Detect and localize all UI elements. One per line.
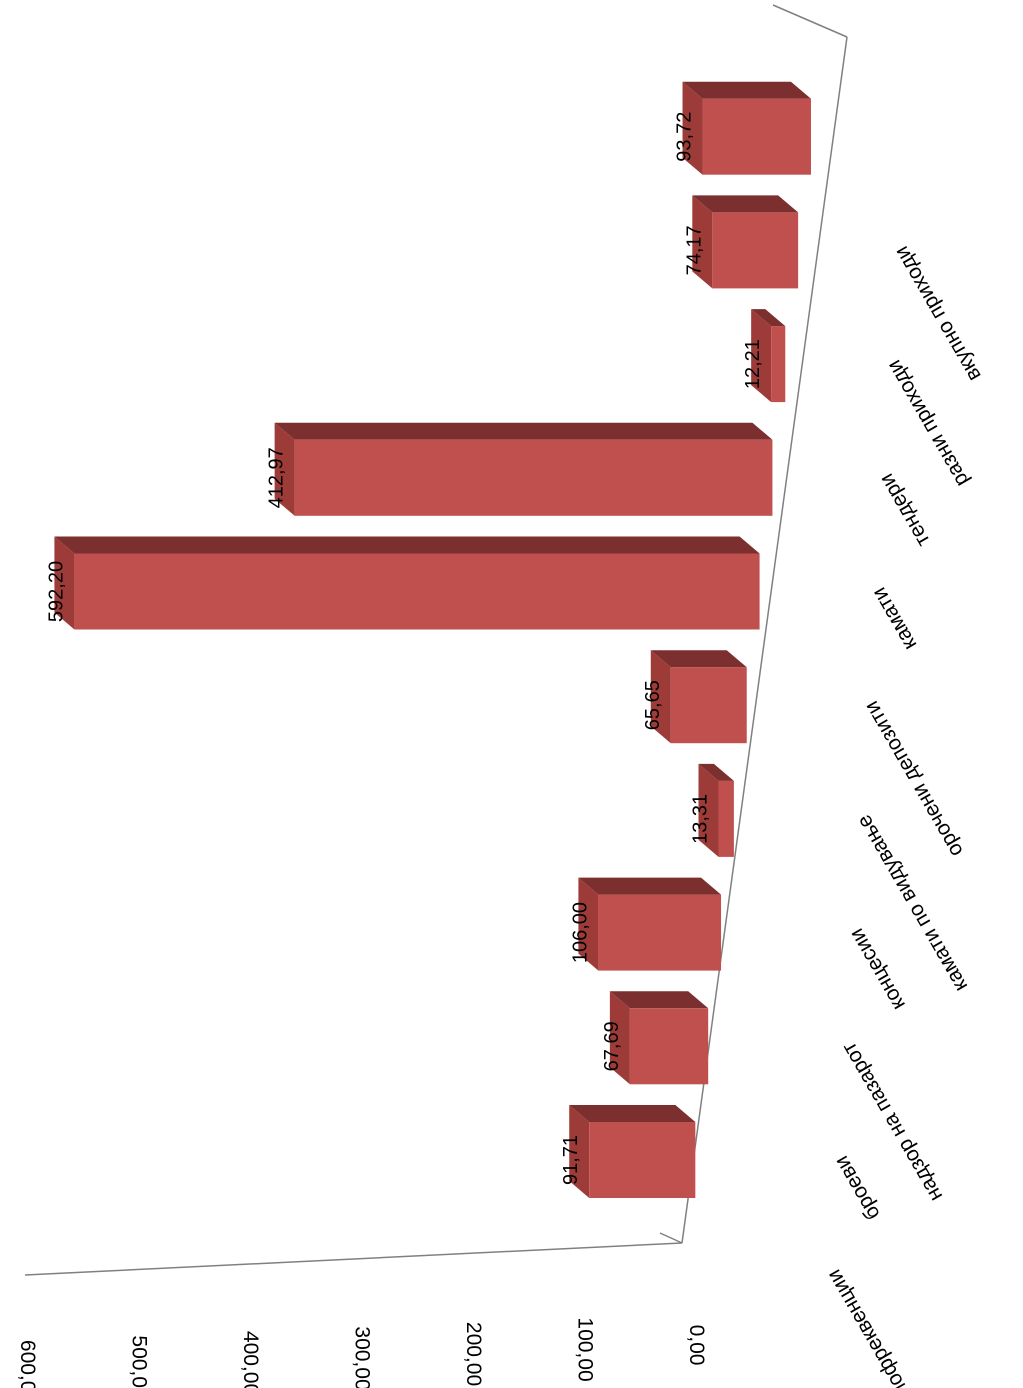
bar: [569, 1105, 696, 1198]
bar-end-face: [609, 991, 630, 1085]
bar-end-face: [698, 763, 719, 857]
bar-front-face: [589, 1122, 696, 1198]
y-tick-label: 200,00: [462, 1322, 485, 1386]
bar-top-face: [274, 422, 773, 440]
bar: [578, 877, 722, 971]
bar-top-face: [751, 309, 786, 327]
y-tick-label: 0,00: [685, 1325, 708, 1366]
category-label: камати: [867, 583, 921, 654]
bar-front-face: [670, 667, 747, 744]
data-label: 592,20: [45, 561, 67, 622]
data-label: 65,65: [642, 680, 664, 730]
bar-front-face: [598, 894, 722, 971]
floor-front-edge: [659, 1232, 683, 1244]
bar: [692, 195, 799, 289]
y-tick-label: 100,00: [574, 1317, 597, 1381]
data-label: 93,72: [674, 112, 696, 162]
bar-series: [54, 81, 811, 1198]
value-axis-ticks: 0,00 100,00 200,00 300,00 400,00 500,00 600,00: [16, 1317, 708, 1388]
bar-end-face: [578, 877, 599, 971]
bar-end-face: [692, 195, 713, 289]
back-wall-bottom-edge: [681, 36, 848, 1244]
y-tick-label: 400,00: [239, 1331, 262, 1388]
category-label: концесии: [845, 924, 910, 1014]
data-label: 67,69: [601, 1021, 623, 1071]
y-tick-label: 600,00: [16, 1340, 39, 1388]
category-label: тендери: [875, 470, 935, 551]
bar-top-face: [569, 1105, 696, 1122]
bar: [698, 763, 734, 857]
bar-end-face: [751, 309, 772, 403]
bar-end-face: [682, 81, 703, 175]
bar: [650, 650, 747, 744]
data-label: 412,97: [266, 447, 288, 508]
data-label: 106,00: [569, 902, 591, 963]
bar-top-face: [578, 877, 722, 895]
bar: [54, 536, 760, 630]
bar-front-face: [629, 1008, 709, 1085]
chart-axes: [24, 4, 848, 1276]
bar-front-face: [702, 98, 811, 175]
bar-top-face: [692, 195, 799, 213]
data-label: 91,71: [560, 1135, 582, 1185]
bar-top-face: [698, 763, 734, 781]
bar-front-face: [718, 780, 734, 857]
bar-top-face: [650, 650, 747, 668]
category-label: радиофреквенции: [822, 1266, 931, 1388]
bar-end-face: [274, 422, 295, 516]
y-tick-label: 300,00: [351, 1326, 374, 1388]
bar-front-face: [712, 212, 799, 289]
data-label: 12,21: [742, 339, 764, 389]
back-wall-top-edge: [772, 4, 848, 38]
data-label: 74,17: [683, 225, 705, 275]
category-label: броеви: [830, 1152, 885, 1224]
bar-end-face: [650, 650, 671, 744]
bar: [609, 991, 709, 1085]
bar-top-face: [609, 991, 709, 1009]
y-tick-label: 500,00: [128, 1335, 151, 1388]
bar-top-face: [682, 81, 811, 99]
bar-front-face: [294, 439, 773, 516]
bar-top-face: [54, 536, 760, 554]
bar: [274, 422, 773, 516]
data-labels: 91,71 67,69 106,00 13,31 65,65 592,20 412,97 12…: [45, 112, 764, 1185]
bar: [682, 81, 811, 175]
bar-front-face: [74, 553, 760, 630]
bar-front-face: [771, 326, 786, 403]
bar-end-face: [54, 536, 75, 630]
bar-end-face: [569, 1105, 590, 1198]
back-wall-left-edge: [24, 1242, 683, 1276]
data-label: 13,31: [689, 794, 711, 844]
bar: [751, 309, 786, 403]
